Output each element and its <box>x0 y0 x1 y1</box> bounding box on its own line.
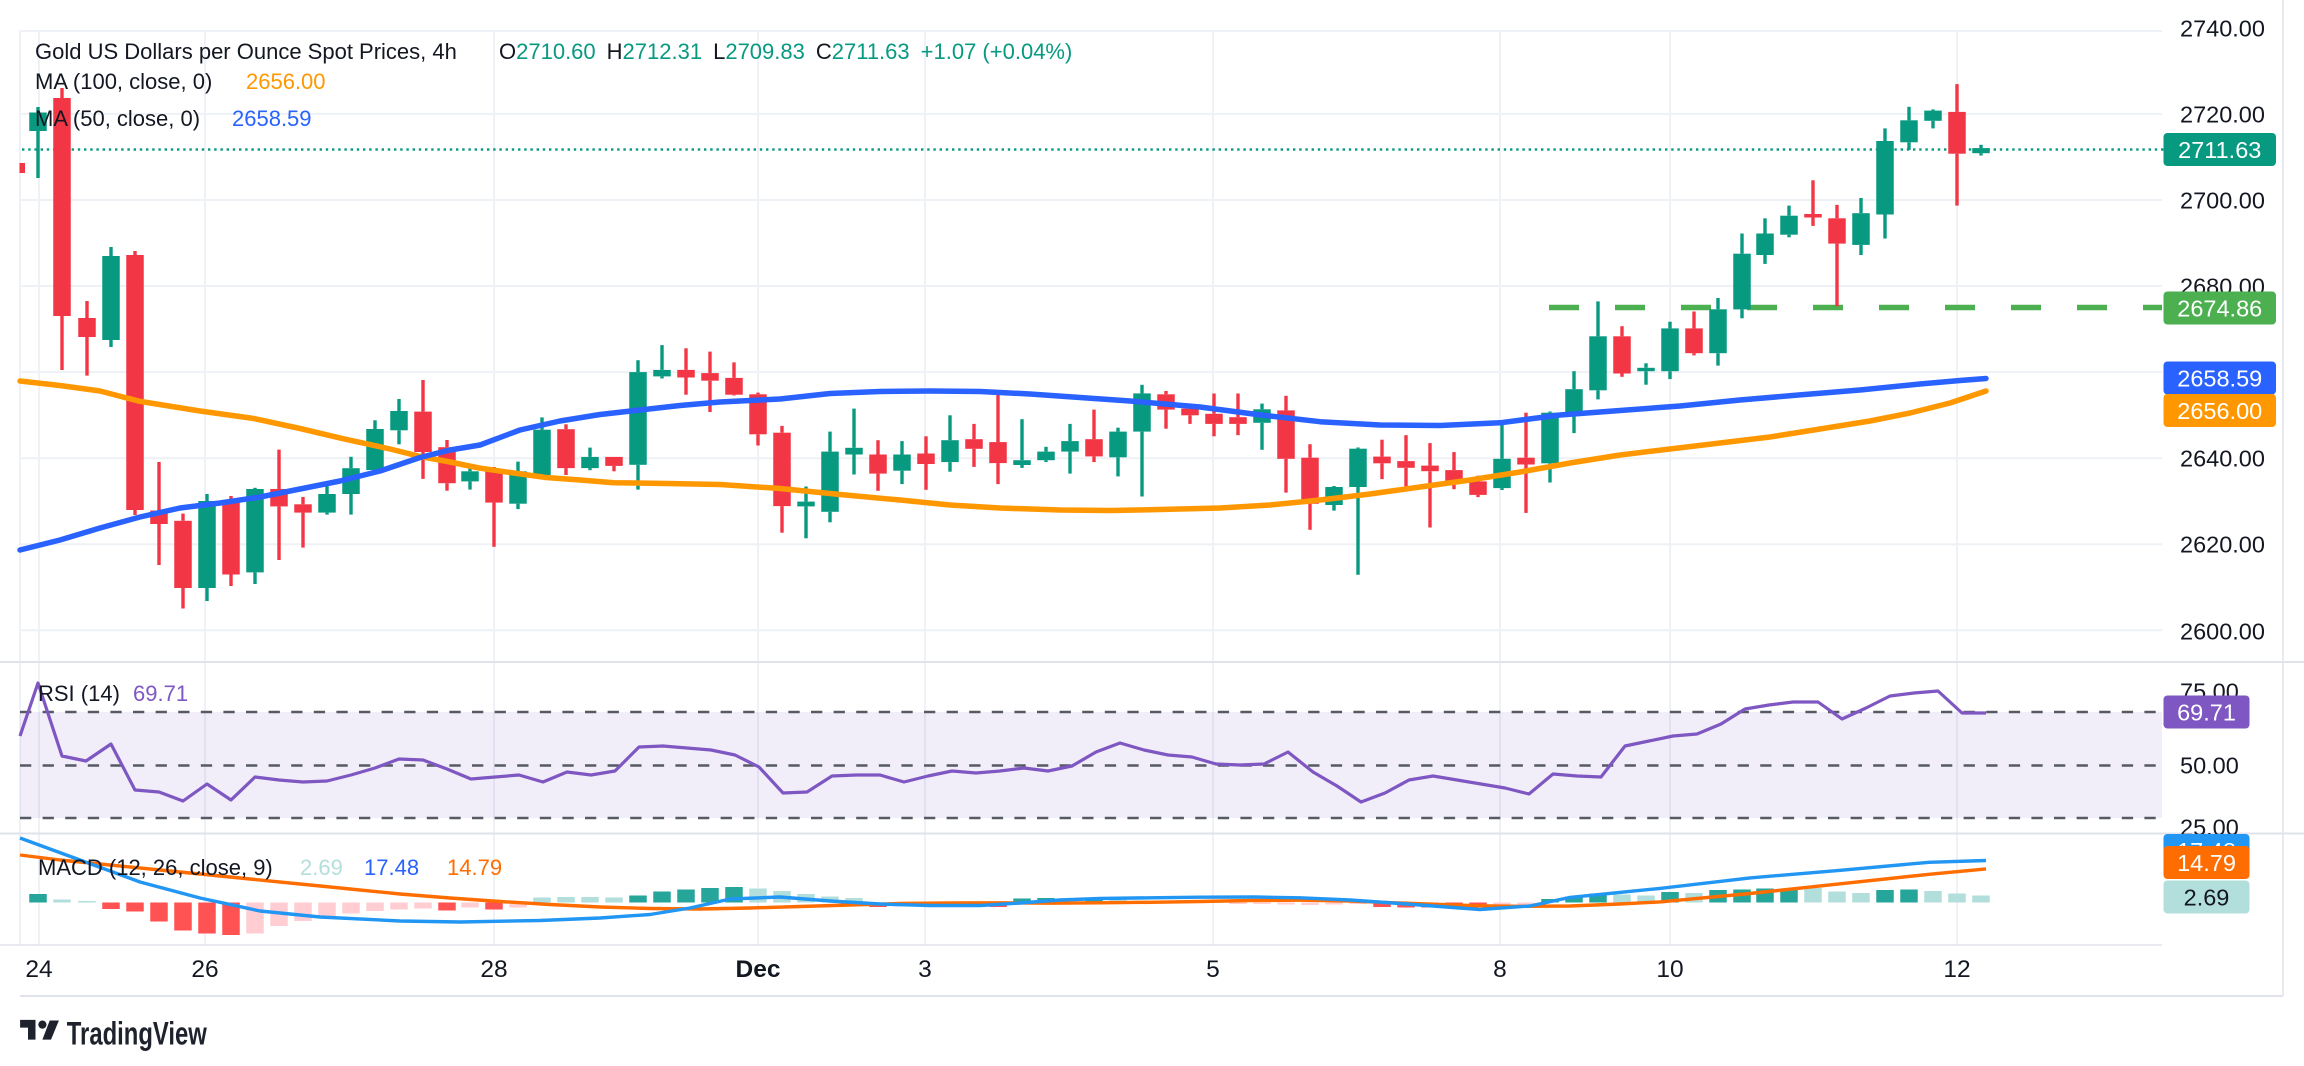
svg-text:26: 26 <box>191 956 218 983</box>
svg-text:MACD (12, 26, close, 9): MACD (12, 26, close, 9) <box>38 855 273 880</box>
svg-text:2656.00: 2656.00 <box>2177 398 2262 424</box>
svg-text:2.69: 2.69 <box>300 855 343 880</box>
svg-text:24: 24 <box>25 956 52 983</box>
svg-text:3: 3 <box>918 956 932 983</box>
svg-text:2600.00: 2600.00 <box>2180 619 2265 645</box>
svg-text:28: 28 <box>480 956 507 983</box>
svg-text:10: 10 <box>1656 956 1683 983</box>
svg-text:2674.86: 2674.86 <box>2177 296 2262 322</box>
svg-text:14.79: 14.79 <box>447 855 502 880</box>
svg-text:O2710.60 H2712.31 L2709.83 C27: O2710.60 H2712.31 L2709.83 C2711.63 +1.0… <box>499 39 1072 64</box>
svg-text:MA (100, close, 0): MA (100, close, 0) <box>35 69 212 94</box>
svg-text:50.00: 50.00 <box>2180 753 2239 779</box>
svg-text:2720.00: 2720.00 <box>2180 102 2265 128</box>
svg-text:14.79: 14.79 <box>2177 850 2236 876</box>
svg-text:2620.00: 2620.00 <box>2180 532 2265 558</box>
svg-text:2.69: 2.69 <box>2184 885 2230 911</box>
svg-text:2640.00: 2640.00 <box>2180 446 2265 472</box>
svg-text:69.71: 69.71 <box>133 681 188 706</box>
svg-text:2700.00: 2700.00 <box>2180 188 2265 214</box>
svg-text:12: 12 <box>1943 956 1970 983</box>
svg-text:17.48: 17.48 <box>364 855 419 880</box>
svg-text:Dec: Dec <box>736 956 781 983</box>
svg-text:Gold US Dollars per Ounce Spot: Gold US Dollars per Ounce Spot Prices, 4… <box>35 39 457 64</box>
svg-text:2658.59: 2658.59 <box>2177 366 2262 392</box>
svg-text:MA (50, close, 0): MA (50, close, 0) <box>35 106 200 131</box>
svg-text:TradingView: TradingView <box>67 1016 207 1052</box>
svg-text:8: 8 <box>1493 956 1507 983</box>
svg-text:2711.63: 2711.63 <box>2178 137 2261 163</box>
svg-text:2656.00: 2656.00 <box>246 69 326 94</box>
svg-text:69.71: 69.71 <box>2177 700 2236 726</box>
svg-text:2658.59: 2658.59 <box>232 106 312 131</box>
svg-text:2740.00: 2740.00 <box>2180 16 2265 42</box>
svg-text:5: 5 <box>1206 956 1220 983</box>
svg-text:RSI (14): RSI (14) <box>38 681 120 706</box>
